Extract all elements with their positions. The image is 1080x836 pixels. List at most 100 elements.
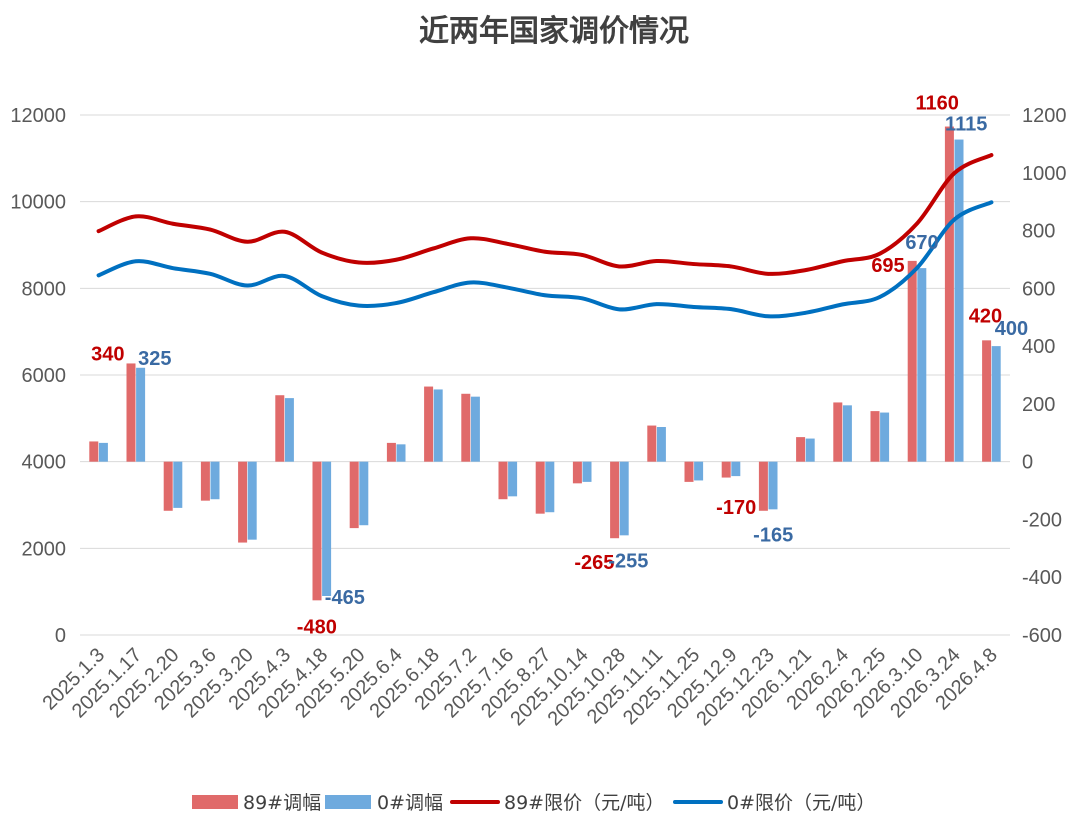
bar-0#调幅 <box>284 398 294 462</box>
data-label: -480 <box>297 616 337 638</box>
line-point-0#限价（元/吨） <box>134 259 138 264</box>
bar-89#调幅 <box>572 461 582 484</box>
line-point-0#限价（元/吨） <box>878 295 882 299</box>
right-y-tick-label: -400 <box>1022 567 1062 589</box>
line-point-89#限价（元/吨） <box>952 171 956 176</box>
line-point-89#限价（元/吨） <box>617 264 622 269</box>
legend-label: 0#调幅 <box>377 792 443 814</box>
bar-89#调幅 <box>907 260 917 462</box>
line-point-89#限价（元/吨） <box>803 268 808 272</box>
data-label: 1160 <box>916 93 959 115</box>
bar-0#调幅 <box>842 405 852 462</box>
bar-89#调幅 <box>424 386 434 462</box>
data-label: 400 <box>995 318 1028 340</box>
right-y-tick-label: 400 <box>1022 336 1055 358</box>
left-y-tick-label: 2000 <box>22 538 67 560</box>
bar-0#调幅 <box>322 461 332 596</box>
line-point-89#限价（元/吨） <box>766 272 770 276</box>
bar-series-group <box>89 126 1001 601</box>
line-series-group <box>96 153 994 319</box>
line-point-89#限价（元/吨） <box>468 236 473 241</box>
line-point-0#限价（元/吨） <box>320 294 324 298</box>
line-point-0#限价（元/吨） <box>803 311 808 315</box>
data-label: -170 <box>716 497 756 519</box>
left-y-tick-label: 10000 <box>10 192 66 214</box>
line-point-89#限价（元/吨） <box>543 249 547 254</box>
bar-0#调幅 <box>582 461 592 482</box>
data-label: 340 <box>91 343 124 365</box>
bar-89#调幅 <box>870 411 880 462</box>
line-point-89#限价（元/吨） <box>654 259 659 263</box>
bar-89#调幅 <box>535 461 545 514</box>
line-point-0#限价（元/吨） <box>952 217 956 222</box>
line-point-89#限价（元/吨） <box>282 229 287 234</box>
bar-89#调幅 <box>833 402 843 462</box>
legend: 89#调幅 0#调幅 89#限价（元/吨） 0#限价（元/吨） <box>192 792 875 814</box>
chart-title: 近两年国家调价情况 <box>419 14 689 49</box>
gridlines <box>80 114 1010 636</box>
bar-0#调幅 <box>396 444 406 462</box>
right-y-tick-label: -600 <box>1022 625 1062 647</box>
line-point-0#限价（元/吨） <box>840 302 845 307</box>
bar-89#调幅 <box>498 461 508 500</box>
line-point-89#限价（元/吨） <box>171 221 175 226</box>
bar-0#调幅 <box>880 412 890 462</box>
line-point-0#限价（元/吨） <box>96 273 101 278</box>
bar-89#调幅 <box>163 461 173 511</box>
bar-0#调幅 <box>359 461 369 526</box>
bar-89#调幅 <box>647 425 657 462</box>
line-point-0#限价（元/吨） <box>766 314 770 319</box>
bar-0#调幅 <box>433 389 443 462</box>
line-point-89#限价（元/吨） <box>134 214 138 219</box>
bar-89#调幅 <box>89 441 99 462</box>
bar-0#调幅 <box>508 461 518 497</box>
data-label: 1115 <box>945 114 987 136</box>
bar-0#调幅 <box>247 461 257 540</box>
data-label: 325 <box>138 348 171 370</box>
line-point-89#限价（元/吨） <box>989 153 994 157</box>
bar-0#调幅 <box>98 442 108 462</box>
right-y-tick-label: 0 <box>1022 452 1033 474</box>
bar-89#调幅 <box>200 461 210 501</box>
legend-label: 89#限价（元/吨） <box>504 792 665 814</box>
line-point-89#限价（元/吨） <box>394 257 399 262</box>
line-point-0#限价（元/吨） <box>431 290 436 295</box>
bar-0#调幅 <box>173 461 183 508</box>
right-y-tick-label: 600 <box>1022 278 1055 300</box>
bar-0#调幅 <box>619 461 629 536</box>
bar-0#调幅 <box>917 268 927 462</box>
line-point-0#限价（元/吨） <box>729 307 733 311</box>
line-point-89#限价（元/吨） <box>245 239 250 244</box>
left-y-tick-label: 0 <box>55 625 66 647</box>
bar-89#调幅 <box>126 363 136 462</box>
right-y-tick-label: 1000 <box>1022 163 1067 185</box>
bar-89#调幅 <box>982 340 992 462</box>
left-y-tick-label: 12000 <box>10 105 66 127</box>
line-point-0#限价（元/吨） <box>394 301 399 305</box>
bar-89#调幅 <box>944 126 954 462</box>
bar-0#调幅 <box>991 346 1001 462</box>
line-point-89#限价（元/吨） <box>915 221 919 226</box>
line-point-89#限价（元/吨） <box>729 264 733 269</box>
bar-89#调幅 <box>758 461 768 511</box>
line-point-0#限价（元/吨） <box>468 280 473 285</box>
bar-0#调幅 <box>954 139 964 462</box>
right-y-tick-label: -200 <box>1022 509 1062 531</box>
bar-89#调幅 <box>312 461 322 601</box>
line-point-0#限价（元/吨） <box>543 293 547 298</box>
line-point-0#限价（元/吨） <box>357 303 361 308</box>
line-point-0#限价（元/吨） <box>989 200 994 205</box>
line-point-89#限价（元/吨） <box>431 246 436 251</box>
bar-0#调幅 <box>210 461 220 500</box>
line-point-89#限价（元/吨） <box>692 262 696 266</box>
data-label: 420 <box>969 305 1002 327</box>
line-point-0#限价（元/吨） <box>580 296 584 301</box>
data-labels-group: 340 -480 -265 -170 695 1160 420 325 -465 -255 -165… <box>91 93 1028 639</box>
bar-0#调幅 <box>805 438 815 462</box>
line-point-89#限价（元/吨） <box>878 251 882 256</box>
bar-0#调幅 <box>768 461 778 510</box>
bar-89#调幅 <box>461 393 471 462</box>
data-label: -255 <box>608 550 648 572</box>
